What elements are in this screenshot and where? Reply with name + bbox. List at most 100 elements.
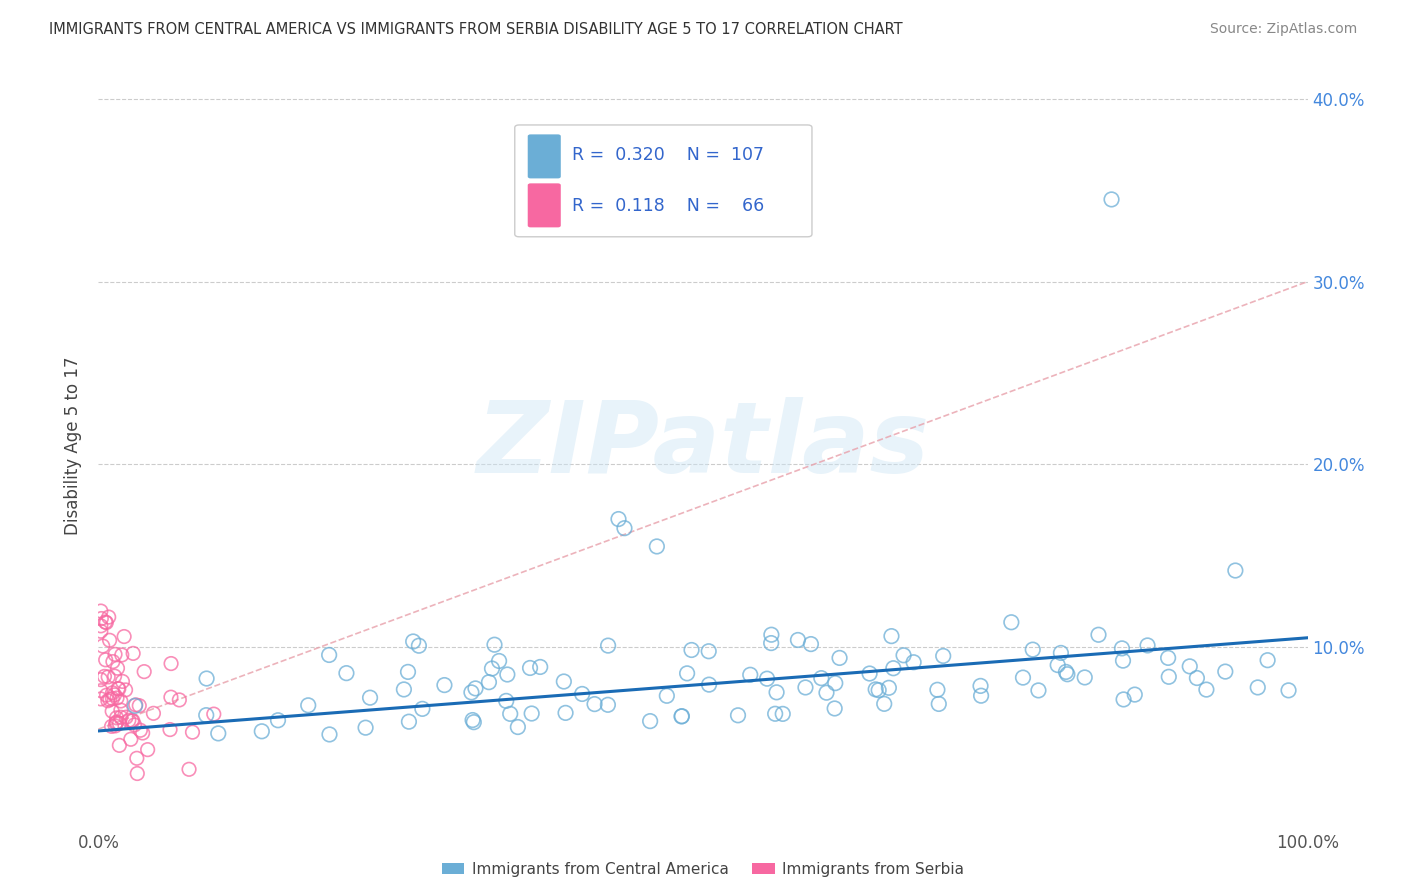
Point	[810, 671, 832, 685]
Point	[571, 687, 593, 701]
Point	[464, 681, 486, 696]
Point	[1012, 671, 1035, 685]
Point	[488, 654, 510, 668]
Point	[90, 604, 112, 618]
Point	[1074, 670, 1097, 684]
Point	[727, 708, 749, 723]
Point	[676, 666, 699, 681]
Point	[335, 666, 357, 681]
Point	[112, 630, 135, 644]
Point	[519, 661, 541, 675]
Point	[697, 644, 720, 658]
Point	[97, 670, 120, 684]
Point	[105, 690, 128, 705]
Point	[101, 655, 124, 669]
Point	[90, 683, 112, 698]
Point	[520, 706, 543, 721]
Point	[607, 512, 630, 526]
Point	[824, 676, 846, 690]
Point	[90, 624, 112, 639]
Point	[1185, 671, 1208, 685]
Point	[120, 732, 142, 747]
Point	[506, 720, 529, 734]
Point	[1054, 665, 1077, 679]
Point	[970, 689, 993, 703]
Point	[97, 610, 120, 624]
Point	[103, 688, 125, 702]
Point	[645, 540, 668, 554]
Point	[142, 706, 165, 721]
Point	[824, 701, 846, 715]
Point	[91, 639, 114, 653]
Point	[655, 689, 678, 703]
Point	[111, 674, 134, 689]
Point	[108, 681, 131, 696]
Point	[121, 714, 143, 728]
Point	[828, 651, 851, 665]
Point	[90, 619, 112, 633]
Point	[1101, 193, 1123, 207]
Point	[359, 690, 381, 705]
Point	[815, 686, 838, 700]
Point	[903, 655, 925, 669]
Point	[927, 682, 949, 697]
Point	[1157, 670, 1180, 684]
Point	[90, 673, 112, 687]
Point	[136, 742, 159, 756]
Point	[104, 719, 127, 733]
Point	[98, 633, 121, 648]
Point	[882, 661, 904, 675]
Point	[697, 678, 720, 692]
Point	[411, 702, 433, 716]
Point	[128, 698, 150, 713]
Point	[104, 715, 127, 730]
Point	[97, 694, 120, 708]
Point	[865, 682, 887, 697]
Point	[873, 697, 896, 711]
Point	[800, 637, 823, 651]
Point	[177, 762, 200, 776]
Point	[932, 648, 955, 663]
Point	[598, 639, 620, 653]
Point	[110, 703, 132, 717]
Point	[124, 718, 146, 732]
Point	[121, 714, 143, 728]
Legend: Immigrants from Central America, Immigrants from Serbia: Immigrants from Central America, Immigra…	[436, 856, 970, 883]
Point	[118, 714, 141, 728]
Point	[160, 690, 183, 705]
Point	[461, 713, 484, 727]
Point	[460, 685, 482, 699]
Point	[1112, 654, 1135, 668]
Point	[1195, 682, 1218, 697]
Point	[1136, 639, 1159, 653]
Point	[90, 692, 112, 706]
Point	[1087, 628, 1109, 642]
Point	[354, 721, 377, 735]
Point	[478, 675, 501, 690]
Point	[125, 698, 148, 712]
Point	[868, 683, 890, 698]
Point	[1000, 615, 1022, 630]
Text: Source: ZipAtlas.com: Source: ZipAtlas.com	[1209, 22, 1357, 37]
Point	[195, 708, 218, 723]
Point	[553, 674, 575, 689]
Text: R =  0.320    N =  107: R = 0.320 N = 107	[572, 146, 765, 164]
Point	[108, 739, 131, 753]
Point	[131, 726, 153, 740]
Point	[1056, 667, 1078, 681]
Point	[98, 692, 121, 706]
Point	[94, 615, 117, 629]
Point	[159, 723, 181, 737]
Point	[681, 643, 703, 657]
Point	[787, 632, 810, 647]
Point	[100, 719, 122, 733]
Point	[318, 648, 340, 662]
Point	[396, 665, 419, 679]
Point	[110, 694, 132, 708]
Point	[495, 694, 517, 708]
Point	[105, 711, 128, 725]
Point	[1046, 658, 1069, 673]
Point	[101, 686, 124, 700]
Point	[893, 648, 915, 663]
Point	[114, 682, 136, 697]
